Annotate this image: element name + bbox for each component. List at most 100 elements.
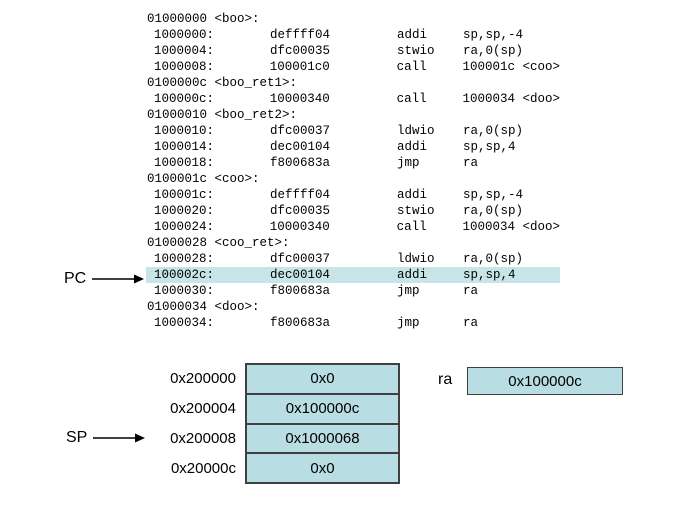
code-line: 01000034 <doo>:	[146, 299, 560, 315]
operands: ra,0(sp)	[463, 204, 524, 218]
operands: sp,sp,-4	[463, 188, 524, 202]
code-line: 100001c: deffff04 addi sp,sp,-4	[146, 187, 560, 203]
code-line: 01000028 <coo_ret>:	[146, 235, 560, 251]
machine-code: f800683a	[270, 316, 331, 330]
code-line: 1000030: f800683a jmp ra	[146, 283, 560, 299]
operands: sp,sp,4	[463, 140, 516, 154]
machine-code: 100001c0	[269, 60, 330, 74]
stack-address-column: 0x200000 0x200004 0x200008 0x20000c	[150, 363, 236, 483]
code-line: 1000000: deffff04 addi sp,sp,-4	[146, 27, 560, 43]
instruction-address: 100000c:	[154, 92, 215, 106]
pc-arrow-icon	[92, 274, 145, 284]
stack-address-label: 0x200008	[170, 429, 236, 447]
ra-register-value: 0x100000c	[508, 372, 582, 390]
code-line: 1000018: f800683a jmp ra	[146, 155, 560, 171]
code-label: 01000028 <coo_ret>:	[147, 236, 290, 250]
machine-code: dfc00035	[270, 44, 331, 58]
operands: sp,sp,-4	[463, 28, 524, 42]
mnemonic: stwio	[397, 204, 435, 218]
code-line: 100000c: 10000340 call 1000034 <doo>	[146, 91, 560, 107]
mnemonic: jmp	[397, 284, 420, 298]
code-line: 1000004: dfc00035 stwio ra,0(sp)	[146, 43, 560, 59]
machine-code: 10000340	[269, 92, 330, 106]
mnemonic: call	[396, 60, 427, 74]
operands: ra,0(sp)	[463, 124, 524, 138]
ra-register-label: ra	[438, 371, 453, 388]
machine-code: deffff04	[270, 28, 331, 42]
instruction-address: 1000020:	[154, 204, 215, 218]
operands: ra	[463, 316, 479, 330]
code-line: 1000020: dfc00035 stwio ra,0(sp)	[146, 203, 560, 219]
instruction-address: 1000018:	[154, 156, 215, 170]
operands: ra,0(sp)	[463, 252, 524, 266]
stack-table: 0x0 0x100000c 0x1000068 0x0	[245, 363, 400, 484]
mnemonic: stwio	[397, 44, 435, 58]
code-label: 01000000 <boo>:	[147, 12, 260, 26]
stack-address-label: 0x200004	[170, 399, 236, 417]
code-line: 1000010: dfc00037 ldwio ra,0(sp)	[146, 123, 560, 139]
code-line: 01000000 <boo>:	[146, 11, 560, 27]
code-label: 0100001c <coo>:	[147, 172, 260, 186]
stack-cell-value: 0x0	[247, 452, 398, 482]
code-listing: 01000000 <boo>: 1000000: deffff04 addi sp,sp…	[146, 11, 560, 331]
instruction-address: 1000028:	[154, 252, 215, 266]
mnemonic: jmp	[397, 316, 420, 330]
stack-address-label: 0x200000	[170, 369, 236, 387]
instruction-address: 1000010:	[154, 124, 215, 138]
mnemonic: call	[396, 220, 427, 234]
code-line: 1000008: 100001c0 call 100001c <coo>	[146, 59, 560, 75]
mnemonic: addi	[397, 140, 428, 154]
code-line: 1000034: f800683a jmp ra	[146, 315, 560, 331]
instruction-address: 1000000:	[154, 28, 215, 42]
ra-register-value-box: 0x100000c	[467, 367, 623, 395]
instruction-address: 1000004:	[154, 44, 215, 58]
machine-code: deffff04	[270, 188, 331, 202]
operands: sp,sp,4	[463, 268, 516, 282]
code-line: 0100000c <boo_ret1>:	[146, 75, 560, 91]
instruction-address: 100002c:	[154, 268, 215, 282]
machine-code: f800683a	[270, 284, 331, 298]
code-line: 1000028: dfc00037 ldwio ra,0(sp)	[146, 251, 560, 267]
code-line: 1000014: dec00104 addi sp,sp,4	[146, 139, 560, 155]
instruction-address: 1000024:	[154, 220, 215, 234]
stack-cell-value: 0x1000068	[247, 422, 398, 453]
operands: ra,0(sp)	[463, 44, 524, 58]
instruction-address: 1000034:	[154, 316, 215, 330]
instruction-address: 1000008:	[154, 60, 215, 74]
operands: 1000034 <doo>	[462, 92, 560, 106]
mnemonic: jmp	[397, 156, 420, 170]
instruction-address: 1000014:	[154, 140, 215, 154]
instruction-address: 100001c:	[154, 188, 215, 202]
machine-code: dfc00035	[270, 204, 331, 218]
machine-code: f800683a	[270, 156, 331, 170]
mnemonic: addi	[397, 188, 428, 202]
code-line: 1000024: 10000340 call 1000034 <doo>	[146, 219, 560, 235]
operands: 1000034 <doo>	[462, 220, 560, 234]
stack-cell-value: 0x0	[310, 370, 335, 388]
sp-label: SP	[66, 429, 88, 446]
machine-code: dec00104	[270, 140, 331, 154]
machine-code: dec00104	[270, 268, 331, 282]
operands: ra	[463, 156, 479, 170]
pc-pointer: PC	[64, 270, 145, 288]
sp-arrow-icon	[93, 433, 146, 443]
code-label: 0100000c <boo_ret1>:	[147, 76, 298, 90]
mnemonic: call	[396, 92, 427, 106]
stack-address-label: 0x20000c	[170, 459, 236, 477]
code-line: 0100001c <coo>:	[146, 171, 560, 187]
instruction-address: 1000030:	[154, 284, 215, 298]
code-label: 01000010 <boo_ret2>:	[147, 108, 298, 122]
machine-code: dfc00037	[270, 124, 331, 138]
mnemonic: addi	[397, 28, 428, 42]
operands: 100001c <coo>	[462, 60, 560, 74]
mnemonic: addi	[397, 268, 428, 282]
code-line: 01000010 <boo_ret2>:	[146, 107, 560, 123]
sp-pointer: SP	[66, 429, 146, 447]
code-label: 01000034 <doo>:	[147, 300, 260, 314]
operands: ra	[463, 284, 479, 298]
machine-code: 10000340	[269, 220, 330, 234]
mnemonic: ldwio	[397, 124, 435, 138]
pc-label: PC	[64, 270, 87, 287]
mnemonic: ldwio	[397, 252, 435, 266]
machine-code: dfc00037	[270, 252, 331, 266]
